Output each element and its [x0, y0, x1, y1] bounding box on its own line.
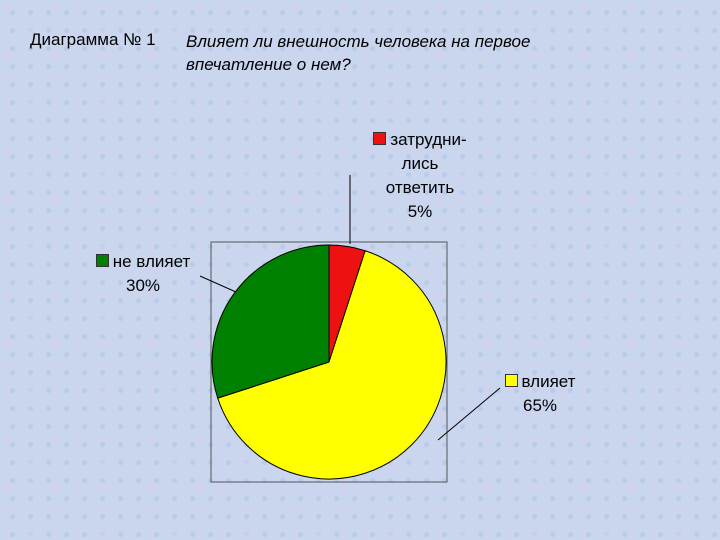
value-label: 30% [125, 276, 161, 295]
legend-key [373, 132, 387, 145]
data-label: затрудни- лись ответить 5% [355, 128, 485, 224]
plot-area [210, 241, 448, 483]
chart-title: Влияет ли внешность человека на первое в… [186, 32, 531, 74]
data-label: влияет 65% [490, 370, 590, 418]
leader-line [199, 275, 237, 293]
legend-key [504, 374, 518, 387]
legend-key [95, 254, 109, 267]
category-label: влияет [521, 372, 576, 391]
pie-slice [217, 250, 447, 480]
category-label: не влияет [112, 252, 191, 271]
pie-slice [211, 244, 330, 399]
heading: Диаграмма № 1 [30, 30, 156, 49]
category-label: затрудни- лись ответить [385, 130, 467, 197]
data-label: не влияет 30% [78, 250, 208, 298]
value-label: 5% [407, 202, 433, 221]
leader-line [437, 387, 501, 441]
value-label: 65% [522, 396, 558, 415]
